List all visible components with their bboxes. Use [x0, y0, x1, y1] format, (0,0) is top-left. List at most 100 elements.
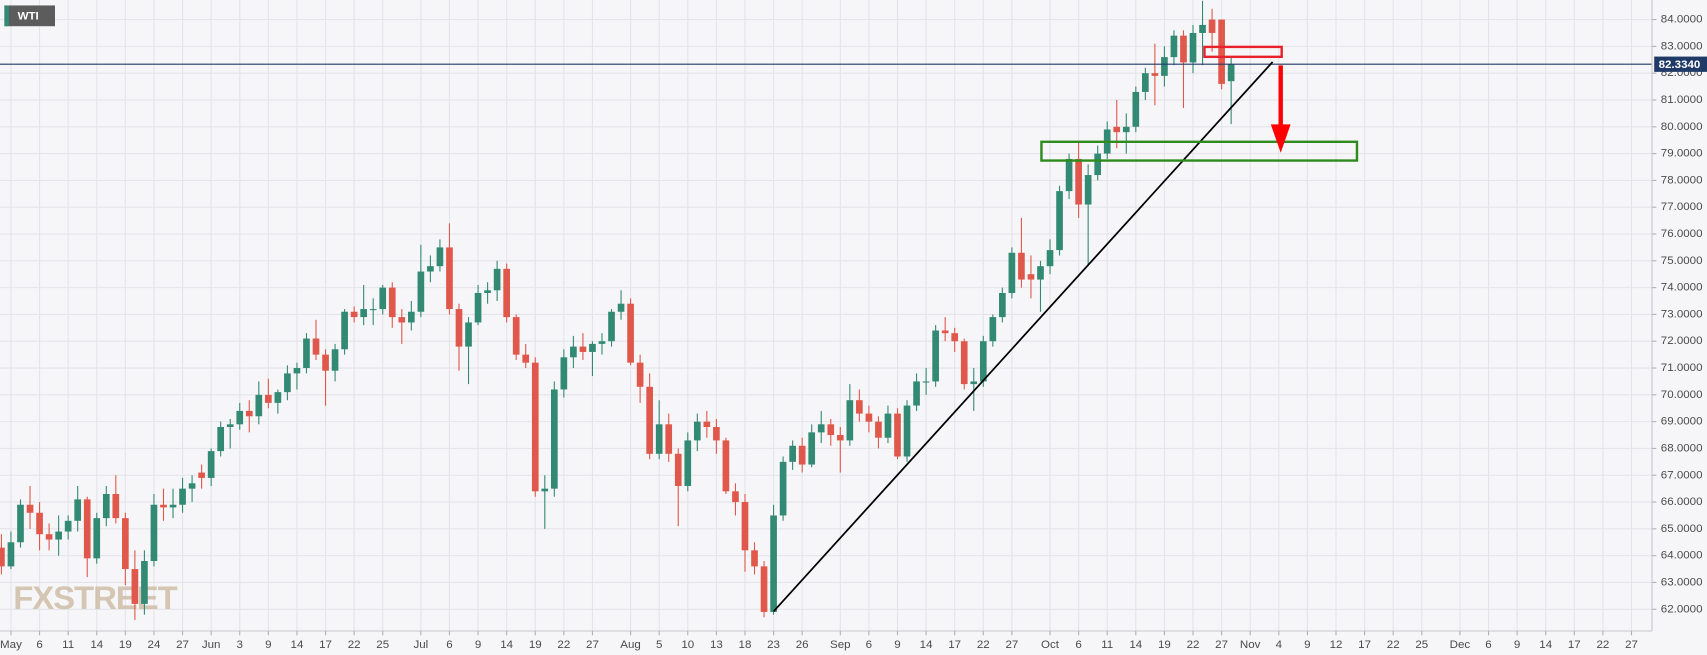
- x-tick-label: Sep: [830, 639, 851, 651]
- candle-body: [646, 386, 653, 454]
- candle-body: [1075, 158, 1082, 205]
- candle-body: [160, 504, 167, 508]
- candle-body: [894, 413, 901, 457]
- x-tick-label: 5: [656, 639, 662, 651]
- x-tick-label: 9: [894, 639, 900, 651]
- x-tick-label: 24: [148, 639, 161, 651]
- candle-body: [1122, 126, 1130, 133]
- candle-body: [312, 338, 320, 355]
- candle-body: [360, 309, 368, 318]
- candle-body: [789, 445, 796, 462]
- y-tick-label: 81.0000: [1661, 94, 1703, 106]
- grid: [0, 0, 1653, 631]
- candle-body: [255, 394, 263, 417]
- y-tick-label: 68.0000: [1661, 442, 1703, 454]
- candle-body: [1180, 35, 1187, 63]
- candle-body: [1227, 64, 1235, 82]
- candle-body: [817, 424, 825, 433]
- symbol-label: WTI: [18, 10, 39, 22]
- candle-body: [446, 247, 453, 310]
- x-tick-label: 12: [1330, 639, 1343, 651]
- candle-body: [512, 317, 520, 355]
- x-tick-label: 6: [446, 639, 452, 651]
- x-tick-label: 22: [1596, 639, 1609, 651]
- x-tick-label: 14: [500, 639, 513, 651]
- candle-body: [350, 311, 358, 318]
- candle-body: [179, 488, 186, 505]
- y-tick-label: 72.0000: [1661, 335, 1703, 347]
- x-tick-label: Nov: [1240, 639, 1261, 651]
- y-tick-label: 84.0000: [1661, 14, 1703, 26]
- x-tick-label: 23: [767, 639, 780, 651]
- x-tick-label: Jul: [413, 639, 428, 651]
- candle-body: [293, 368, 301, 374]
- y-tick-label: 69.0000: [1661, 416, 1703, 428]
- x-tick-label: 14: [1539, 639, 1552, 651]
- y-tick-label: 66.0000: [1661, 496, 1703, 508]
- x-tick-label: 27: [1005, 639, 1018, 651]
- candle-body: [265, 394, 272, 403]
- y-tick-label: 80.0000: [1661, 121, 1703, 133]
- candle-body: [960, 341, 968, 385]
- y-tick-label: 82.0000: [1661, 67, 1703, 79]
- candle-body: [827, 424, 835, 436]
- y-tick-label: 63.0000: [1661, 577, 1703, 589]
- candle-body: [26, 504, 34, 513]
- y-tick-label: 64.0000: [1661, 550, 1703, 562]
- arrow-head: [1270, 124, 1291, 153]
- x-tick-label: 9: [265, 639, 271, 651]
- candle-body: [484, 290, 491, 293]
- x-tick-label: 11: [62, 639, 74, 651]
- candle-body: [226, 424, 234, 427]
- y-tick-label: 79.0000: [1661, 148, 1703, 160]
- candle-body: [303, 338, 310, 369]
- x-tick-label: 10: [681, 639, 694, 651]
- y-tick-label: 77.0000: [1661, 201, 1703, 213]
- candle-body: [636, 362, 644, 387]
- x-tick-label: 22: [1187, 639, 1200, 651]
- y-tick-label: 71.0000: [1661, 362, 1703, 374]
- candle-body: [493, 268, 501, 291]
- x-tick-label: 14: [1129, 639, 1142, 651]
- candle-body: [1037, 266, 1044, 280]
- candle-body: [856, 400, 863, 414]
- y-tick-label: 73.0000: [1661, 308, 1703, 320]
- y-tick-label: 78.0000: [1661, 174, 1703, 186]
- x-tick-label: 19: [529, 639, 542, 651]
- candle-body: [1218, 19, 1225, 84]
- support-zone: [1040, 140, 1359, 162]
- candle-body: [1142, 73, 1149, 92]
- candle-body: [112, 494, 120, 519]
- x-tick-label: 22: [557, 639, 570, 651]
- candle-body: [245, 410, 253, 417]
- resistance-zone: [1203, 45, 1283, 59]
- candle-body: [474, 292, 482, 323]
- candle-body: [579, 346, 587, 352]
- x-tick-label: 17: [319, 639, 332, 651]
- x-tick-label: 6: [1075, 639, 1081, 651]
- y-tick-label: 83.0000: [1661, 40, 1703, 52]
- x-tick-label: 27: [1625, 639, 1638, 651]
- candle-body: [131, 569, 139, 604]
- candle-body: [1113, 126, 1121, 133]
- candle-body: [999, 292, 1006, 318]
- candle-body: [436, 247, 444, 267]
- candle-body: [503, 268, 510, 318]
- candle-body: [522, 354, 530, 363]
- candle-body: [684, 440, 692, 486]
- x-tick-label: 14: [920, 639, 933, 651]
- y-tick-label: 67.0000: [1661, 469, 1703, 481]
- candle-body: [608, 311, 615, 342]
- candle-body: [207, 451, 215, 478]
- y-tick-label: 70.0000: [1661, 389, 1703, 401]
- candle-body: [236, 410, 244, 425]
- candle-body: [703, 421, 711, 427]
- x-tick-label: Jun: [202, 639, 221, 651]
- candle-body: [17, 504, 24, 543]
- candle-body: [45, 534, 53, 540]
- candle-body: [417, 271, 425, 312]
- candle-body: [284, 373, 291, 393]
